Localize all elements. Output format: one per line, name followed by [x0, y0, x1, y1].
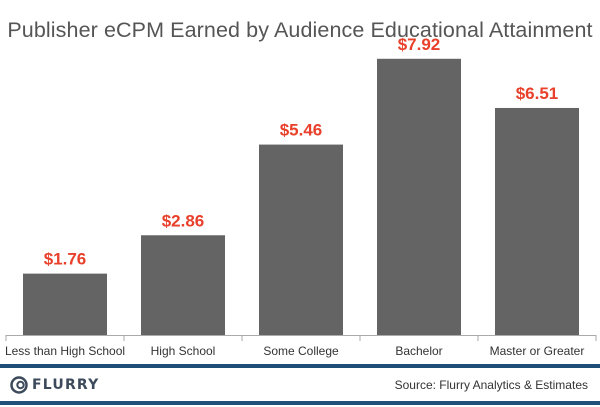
bar: [377, 58, 461, 335]
x-tick-label: Bachelor: [395, 344, 442, 358]
flurry-logo-icon: [10, 376, 28, 394]
x-tick-label: Some College: [263, 344, 339, 358]
bar-value-label: $7.92: [398, 35, 441, 54]
brand-name: FLURRY: [32, 377, 100, 393]
chart-title: Publisher eCPM Earned by Audience Educat…: [7, 18, 593, 42]
x-tick-label: Less than High School: [5, 344, 125, 358]
footer-bottom-rule: [0, 401, 600, 405]
bar-value-label: $6.51: [516, 84, 559, 103]
bar: [23, 273, 107, 335]
bar-value-label: $2.86: [162, 211, 205, 230]
bar-value-label: $1.76: [44, 250, 87, 269]
bar: [141, 235, 225, 335]
footer-top-rule: [0, 364, 600, 368]
x-tick-label: Master or Greater: [490, 344, 585, 358]
x-tick-label: High School: [151, 344, 216, 358]
flurry-logo: FLURRY: [10, 374, 100, 396]
source-note: Source: Flurry Analytics & Estimates: [394, 378, 588, 392]
bar-value-label: $5.46: [280, 121, 323, 140]
bar: [495, 107, 579, 336]
bar: [259, 144, 343, 335]
